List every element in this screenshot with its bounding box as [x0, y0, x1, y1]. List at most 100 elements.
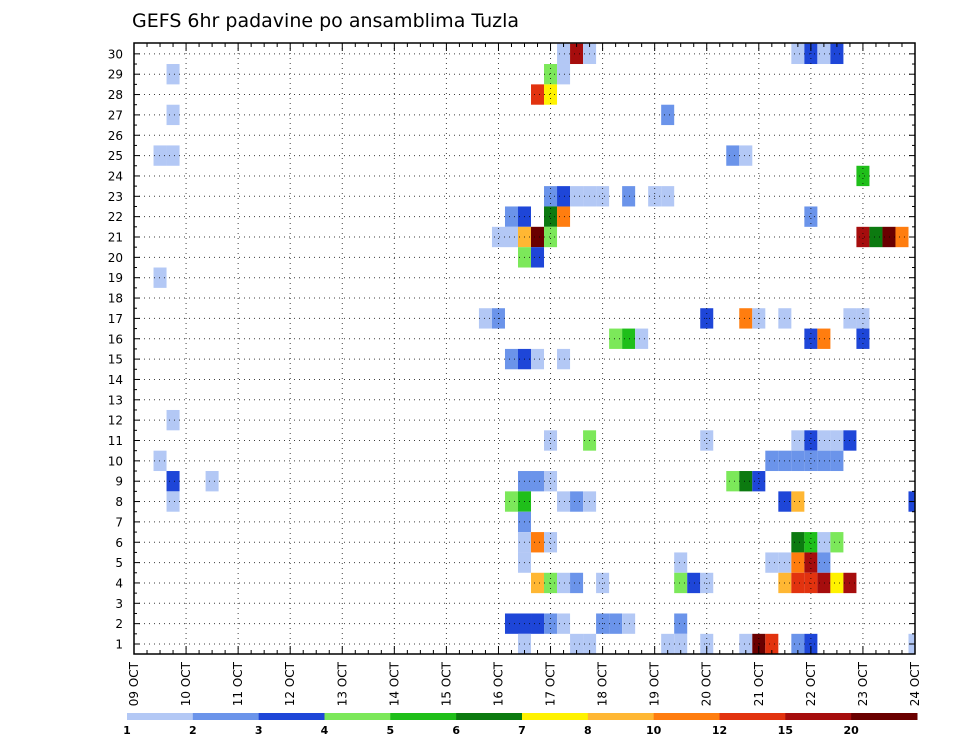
legend-label: 10 [646, 724, 662, 737]
legend-swatch [390, 713, 457, 720]
heatmap-cell [531, 532, 545, 553]
x-tick-label: 15 OCT [439, 661, 453, 706]
legend-swatch [258, 713, 325, 720]
x-tick-label: 11 OCT [231, 661, 245, 706]
x-tick-label: 21 OCT [752, 661, 766, 706]
heatmap-cell [557, 43, 571, 65]
heatmap-cell [791, 430, 805, 451]
grid-lines [134, 43, 915, 654]
heatmap-cell [531, 572, 545, 594]
heatmap-cell [531, 84, 545, 105]
y-tick-label: 26 [108, 129, 123, 143]
heatmap-cell [661, 186, 675, 207]
heatmap-cell [504, 226, 518, 248]
heatmap-cell [622, 328, 636, 349]
x-tick-label: 16 OCT [491, 661, 505, 706]
heatmap-cell [869, 226, 883, 248]
heatmap-cell [765, 552, 779, 573]
heatmap-cell [791, 532, 805, 553]
y-tick-label: 9 [115, 475, 123, 489]
y-tick-label: 4 [115, 576, 123, 590]
y-tick-label: 11 [108, 434, 123, 448]
y-tick-label: 5 [115, 556, 123, 570]
heatmap-cell [557, 491, 571, 512]
heatmap-cell [544, 430, 558, 451]
heatmap-cell [674, 633, 688, 654]
heatmap-cell [596, 186, 610, 207]
y-tick-label: 20 [108, 251, 123, 265]
heatmap-cell [504, 348, 518, 370]
heatmap-cell [557, 572, 571, 594]
heatmap-cell [817, 450, 831, 472]
heatmap-cell [544, 186, 558, 207]
heatmap-cell [739, 633, 753, 654]
heatmap-cell [791, 43, 805, 65]
heatmap-cell [895, 226, 909, 248]
heatmap-cell [856, 165, 870, 187]
x-tick-label: 10 OCT [179, 661, 193, 706]
heatmap-cell [830, 43, 844, 65]
heatmap-cell [504, 491, 518, 512]
heatmap-cell [830, 430, 844, 451]
heatmap-cell [166, 104, 180, 126]
y-tick-label: 21 [108, 231, 123, 245]
heatmap-cell [804, 206, 818, 227]
y-tick-label: 8 [115, 495, 123, 509]
heatmap-cell [687, 572, 701, 594]
y-tick-label: 22 [108, 210, 123, 224]
heatmap-cell [830, 450, 844, 472]
heatmap-cell [700, 572, 714, 594]
heatmap-cell [544, 226, 558, 248]
y-tick-label: 25 [108, 149, 123, 163]
heatmap-cell [791, 491, 805, 512]
x-tick-label: 22 OCT [804, 661, 818, 706]
y-tick-label: 16 [108, 332, 123, 346]
heatmap-cell [674, 572, 688, 594]
legend-swatch [785, 713, 852, 720]
heatmap-cell [739, 145, 753, 166]
heatmap-cell [531, 348, 545, 370]
heatmap-cell [153, 267, 167, 288]
y-tick-label: 1 [115, 638, 123, 652]
heatmap-cell [544, 206, 558, 227]
x-tick-label: 24 OCT [908, 661, 922, 706]
chart-title: GEFS 6hr padavine po ansamblima Tuzla [132, 10, 519, 32]
heatmap-cell [817, 532, 831, 553]
heatmap-cell [557, 206, 571, 227]
heatmap-cell [531, 247, 545, 268]
y-tick-label: 28 [108, 88, 123, 102]
heatmap-cell [557, 348, 571, 370]
heatmap-cell [739, 308, 753, 329]
x-axis: 09 OCT 10 OCT 11 OCT 12 OCT 13 OCT 14 OCT 15 O… [127, 43, 922, 706]
heatmap-cell [856, 226, 870, 248]
heatmap-cell [817, 552, 831, 573]
heatmap-cell [531, 613, 545, 634]
heatmap-cell [166, 409, 180, 431]
legend-label: 1 [123, 724, 131, 737]
legend-label: 20 [844, 724, 860, 737]
heatmap-cell [622, 186, 636, 207]
heatmap-cell [205, 471, 219, 492]
heatmap-cell [674, 613, 688, 634]
heatmap-cell [166, 471, 180, 492]
legend-label: 3 [255, 724, 263, 737]
heatmap-cell [661, 633, 675, 654]
legend-swatch [587, 713, 655, 720]
legend-label: 8 [584, 724, 592, 737]
legend-swatch [851, 713, 918, 720]
y-axis: 1234567891011121314151617181920212223242… [108, 47, 915, 652]
heatmap-cell [635, 328, 649, 349]
y-tick-label: 14 [108, 373, 123, 387]
y-tick-label: 10 [108, 454, 123, 468]
y-tick-label: 7 [115, 515, 123, 529]
y-tick-label: 13 [108, 393, 123, 407]
heatmap-cell [557, 64, 571, 85]
heatmap-cell [804, 450, 818, 472]
y-tick-label: 29 [108, 68, 123, 82]
heatmap-cell [504, 206, 518, 227]
y-tick-label: 15 [108, 353, 123, 367]
heatmap-cell [491, 226, 505, 248]
heatmap-cell [544, 471, 558, 492]
heatmap-cell [739, 471, 753, 492]
